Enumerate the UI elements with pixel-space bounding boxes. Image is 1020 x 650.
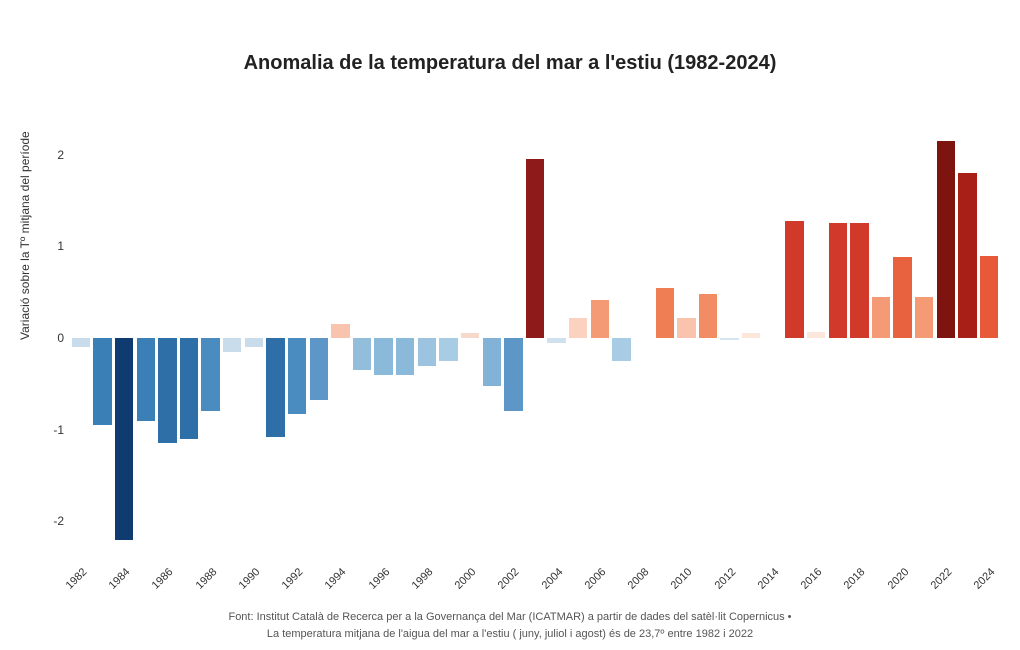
x-tick-label: 2012 (712, 566, 738, 592)
x-tick-label: 1988 (193, 566, 219, 592)
bar (137, 338, 155, 421)
bar (483, 338, 501, 386)
bar (310, 338, 328, 400)
bar (180, 338, 198, 439)
bar (266, 338, 284, 437)
x-tick-label: 2002 (496, 566, 522, 592)
bar (115, 338, 133, 540)
bar (699, 294, 717, 338)
bar (850, 223, 868, 338)
x-tick-label: 1984 (107, 566, 133, 592)
y-tick: 1 (48, 239, 64, 253)
bar (785, 221, 803, 338)
bar (526, 159, 544, 338)
x-tick-label: 1990 (237, 566, 263, 592)
bar (547, 338, 565, 343)
bar (461, 333, 479, 338)
x-tick-label: 1986 (150, 566, 176, 592)
x-tick-label: 2000 (453, 566, 479, 592)
x-tick-label: 2008 (626, 566, 652, 592)
x-tick-label: 1982 (63, 566, 89, 592)
x-tick-label: 2024 (972, 566, 998, 592)
chart-title: Anomalia de la temperatura del mar a l'e… (0, 0, 1020, 85)
bar (980, 256, 998, 339)
x-tick-label: 2020 (885, 566, 911, 592)
x-tick-label: 2022 (929, 566, 955, 592)
bar (829, 223, 847, 338)
x-tick-label: 1996 (366, 566, 392, 592)
bar (612, 338, 630, 361)
bar (223, 338, 241, 352)
x-tick-label: 2016 (799, 566, 825, 592)
bar (439, 338, 457, 361)
bar (807, 332, 825, 338)
bar (353, 338, 371, 370)
plot (70, 118, 1000, 558)
bar (201, 338, 219, 411)
bar (569, 318, 587, 338)
x-tick-label: 2010 (669, 566, 695, 592)
bar (656, 288, 674, 338)
bar (288, 338, 306, 414)
y-tick: -1 (48, 423, 64, 437)
bar (893, 257, 911, 338)
bar (591, 300, 609, 339)
chart-area (70, 118, 1000, 558)
bar (93, 338, 111, 425)
bar (720, 338, 738, 340)
x-tick-label: 2014 (756, 566, 782, 592)
footer-line-1: Font: Institut Català de Recerca per a l… (0, 609, 1020, 626)
bar (72, 338, 90, 347)
x-tick-label: 2018 (842, 566, 868, 592)
y-axis-label: Variació sobre la Tº mitjana del període (18, 131, 32, 340)
y-tick: 0 (48, 331, 64, 345)
bar (504, 338, 522, 411)
bar (374, 338, 392, 375)
bar (245, 338, 263, 347)
chart-footer: Font: Institut Català de Recerca per a l… (0, 609, 1020, 642)
bar (677, 318, 695, 338)
bar (331, 324, 349, 338)
bar (742, 333, 760, 338)
y-tick: -2 (48, 514, 64, 528)
bar (937, 141, 955, 338)
bar (396, 338, 414, 375)
bar (958, 173, 976, 338)
x-tick-label: 1998 (410, 566, 436, 592)
bar (418, 338, 436, 366)
footer-line-2: La temperatura mitjana de l'aigua del ma… (0, 626, 1020, 643)
y-tick: 2 (48, 148, 64, 162)
x-tick-label: 1992 (280, 566, 306, 592)
x-tick-label: 2004 (539, 566, 565, 592)
bar (872, 297, 890, 338)
bar (915, 297, 933, 338)
x-tick-label: 1994 (323, 566, 349, 592)
x-tick-label: 2006 (583, 566, 609, 592)
bar (158, 338, 176, 443)
